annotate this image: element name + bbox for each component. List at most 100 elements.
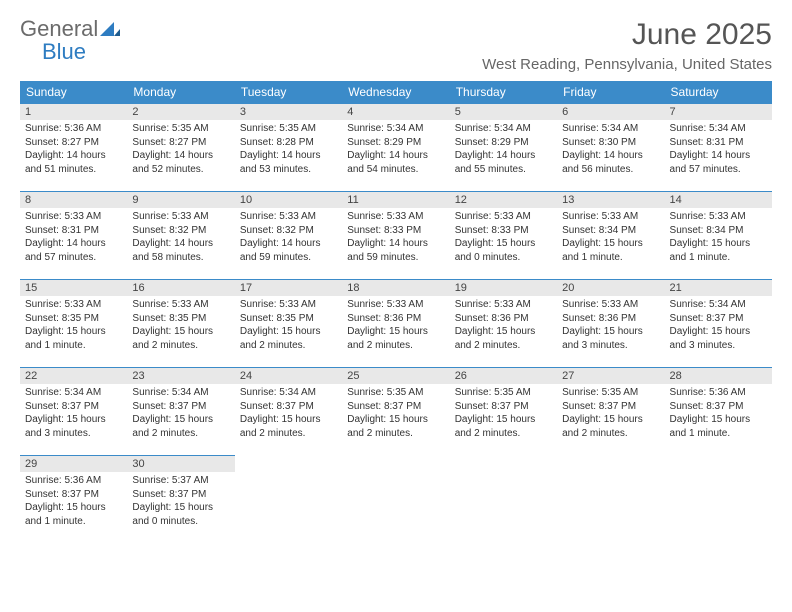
calendar-day-cell: 23Sunrise: 5:34 AMSunset: 8:37 PMDayligh… (127, 368, 234, 456)
sunrise-text: Sunrise: 5:36 AM (670, 386, 767, 400)
weekday-header: Friday (557, 81, 664, 104)
sunrise-text: Sunrise: 5:33 AM (240, 210, 337, 224)
day-content: Sunrise: 5:33 AMSunset: 8:34 PMDaylight:… (665, 208, 772, 268)
sunset-text: Sunset: 8:37 PM (670, 400, 767, 414)
sunrise-text: Sunrise: 5:33 AM (347, 210, 444, 224)
day-number: 22 (20, 368, 127, 384)
day-content: Sunrise: 5:34 AMSunset: 8:29 PMDaylight:… (450, 120, 557, 180)
day-content: Sunrise: 5:36 AMSunset: 8:37 PMDaylight:… (665, 384, 772, 444)
sunrise-text: Sunrise: 5:33 AM (25, 210, 122, 224)
sunrise-text: Sunrise: 5:33 AM (240, 298, 337, 312)
daylight-text-1: Daylight: 15 hours (455, 237, 552, 251)
title-block: June 2025 West Reading, Pennsylvania, Un… (482, 18, 772, 73)
sunrise-text: Sunrise: 5:33 AM (25, 298, 122, 312)
sunrise-text: Sunrise: 5:34 AM (455, 122, 552, 136)
day-content: Sunrise: 5:33 AMSunset: 8:35 PMDaylight:… (20, 296, 127, 356)
weekday-header: Tuesday (235, 81, 342, 104)
calendar-day-cell: 24Sunrise: 5:34 AMSunset: 8:37 PMDayligh… (235, 368, 342, 456)
day-number: 17 (235, 280, 342, 296)
sunrise-text: Sunrise: 5:34 AM (347, 122, 444, 136)
calendar-week-row: 8Sunrise: 5:33 AMSunset: 8:31 PMDaylight… (20, 192, 772, 280)
sunrise-text: Sunrise: 5:34 AM (670, 298, 767, 312)
daylight-text-1: Daylight: 15 hours (670, 325, 767, 339)
day-number: 5 (450, 104, 557, 120)
daylight-text-2: and 57 minutes. (670, 163, 767, 177)
sunset-text: Sunset: 8:35 PM (25, 312, 122, 326)
daylight-text-1: Daylight: 15 hours (132, 501, 229, 515)
daylight-text-2: and 1 minute. (25, 339, 122, 353)
daylight-text-1: Daylight: 15 hours (562, 325, 659, 339)
daylight-text-2: and 3 minutes. (25, 427, 122, 441)
day-number: 18 (342, 280, 449, 296)
daylight-text-2: and 1 minute. (670, 427, 767, 441)
calendar-day-cell: 15Sunrise: 5:33 AMSunset: 8:35 PMDayligh… (20, 280, 127, 368)
daylight-text-1: Daylight: 15 hours (347, 325, 444, 339)
day-content: Sunrise: 5:33 AMSunset: 8:36 PMDaylight:… (557, 296, 664, 356)
daylight-text-1: Daylight: 14 hours (132, 149, 229, 163)
sunset-text: Sunset: 8:37 PM (132, 488, 229, 502)
calendar-body: 1Sunrise: 5:36 AMSunset: 8:27 PMDaylight… (20, 104, 772, 544)
day-number: 7 (665, 104, 772, 120)
daylight-text-1: Daylight: 15 hours (132, 325, 229, 339)
day-content: Sunrise: 5:36 AMSunset: 8:27 PMDaylight:… (20, 120, 127, 180)
daylight-text-2: and 51 minutes. (25, 163, 122, 177)
calendar-day-cell: 10Sunrise: 5:33 AMSunset: 8:32 PMDayligh… (235, 192, 342, 280)
day-content: Sunrise: 5:33 AMSunset: 8:32 PMDaylight:… (127, 208, 234, 268)
sunrise-text: Sunrise: 5:33 AM (670, 210, 767, 224)
day-content: Sunrise: 5:33 AMSunset: 8:36 PMDaylight:… (450, 296, 557, 356)
daylight-text-2: and 59 minutes. (240, 251, 337, 265)
day-number: 24 (235, 368, 342, 384)
calendar-day-cell (235, 456, 342, 544)
calendar-day-cell: 30Sunrise: 5:37 AMSunset: 8:37 PMDayligh… (127, 456, 234, 544)
day-number: 19 (450, 280, 557, 296)
sunset-text: Sunset: 8:33 PM (455, 224, 552, 238)
sunset-text: Sunset: 8:37 PM (240, 400, 337, 414)
calendar-day-cell: 22Sunrise: 5:34 AMSunset: 8:37 PMDayligh… (20, 368, 127, 456)
sunset-text: Sunset: 8:37 PM (562, 400, 659, 414)
daylight-text-1: Daylight: 14 hours (455, 149, 552, 163)
sunrise-text: Sunrise: 5:35 AM (240, 122, 337, 136)
day-number: 29 (20, 456, 127, 472)
sunset-text: Sunset: 8:36 PM (455, 312, 552, 326)
calendar-week-row: 22Sunrise: 5:34 AMSunset: 8:37 PMDayligh… (20, 368, 772, 456)
daylight-text-1: Daylight: 15 hours (670, 237, 767, 251)
daylight-text-1: Daylight: 15 hours (25, 325, 122, 339)
header: General Blue June 2025 West Reading, Pen… (20, 18, 772, 73)
daylight-text-2: and 54 minutes. (347, 163, 444, 177)
sunrise-text: Sunrise: 5:33 AM (455, 298, 552, 312)
daylight-text-1: Daylight: 14 hours (240, 149, 337, 163)
logo-text-blue: Blue (42, 39, 86, 64)
sunset-text: Sunset: 8:35 PM (132, 312, 229, 326)
sunset-text: Sunset: 8:36 PM (562, 312, 659, 326)
calendar-day-cell: 29Sunrise: 5:36 AMSunset: 8:37 PMDayligh… (20, 456, 127, 544)
day-content: Sunrise: 5:35 AMSunset: 8:37 PMDaylight:… (557, 384, 664, 444)
sunrise-text: Sunrise: 5:33 AM (132, 298, 229, 312)
daylight-text-2: and 53 minutes. (240, 163, 337, 177)
day-content: Sunrise: 5:35 AMSunset: 8:28 PMDaylight:… (235, 120, 342, 180)
weekday-header: Sunday (20, 81, 127, 104)
sunset-text: Sunset: 8:36 PM (347, 312, 444, 326)
daylight-text-2: and 2 minutes. (562, 427, 659, 441)
sunset-text: Sunset: 8:28 PM (240, 136, 337, 150)
daylight-text-2: and 2 minutes. (455, 339, 552, 353)
day-number: 25 (342, 368, 449, 384)
daylight-text-2: and 2 minutes. (240, 427, 337, 441)
day-content: Sunrise: 5:34 AMSunset: 8:30 PMDaylight:… (557, 120, 664, 180)
sunset-text: Sunset: 8:27 PM (132, 136, 229, 150)
day-number: 20 (557, 280, 664, 296)
day-number: 6 (557, 104, 664, 120)
calendar-day-cell: 1Sunrise: 5:36 AMSunset: 8:27 PMDaylight… (20, 104, 127, 192)
logo: General Blue (20, 18, 120, 64)
daylight-text-1: Daylight: 14 hours (132, 237, 229, 251)
day-number: 13 (557, 192, 664, 208)
sunrise-text: Sunrise: 5:34 AM (240, 386, 337, 400)
day-number: 23 (127, 368, 234, 384)
day-number: 26 (450, 368, 557, 384)
calendar-day-cell: 16Sunrise: 5:33 AMSunset: 8:35 PMDayligh… (127, 280, 234, 368)
sunset-text: Sunset: 8:29 PM (455, 136, 552, 150)
day-number: 4 (342, 104, 449, 120)
calendar-day-cell (342, 456, 449, 544)
sunset-text: Sunset: 8:27 PM (25, 136, 122, 150)
day-content: Sunrise: 5:33 AMSunset: 8:36 PMDaylight:… (342, 296, 449, 356)
sunrise-text: Sunrise: 5:36 AM (25, 122, 122, 136)
